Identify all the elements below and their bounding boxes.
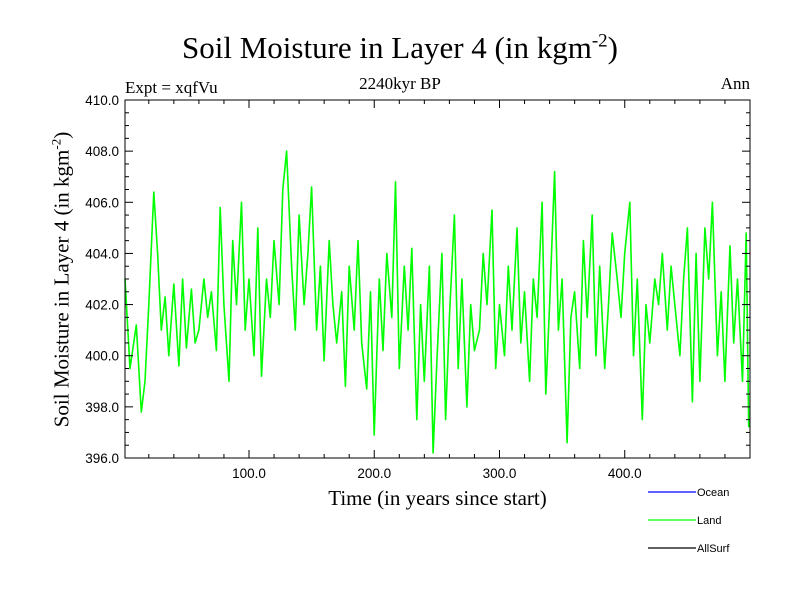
y-tick-label: 402.0 xyxy=(85,298,119,313)
x-tick-label: 200.0 xyxy=(357,466,391,481)
x-tick-label: 300.0 xyxy=(483,466,517,481)
x-tick-label: 100.0 xyxy=(232,466,266,481)
chart-title: Soil Moisture in Layer 4 (in kgm-2) xyxy=(182,30,618,65)
legend-label-ocean: Ocean xyxy=(697,487,729,499)
legend-label-allsurf: AllSurf xyxy=(697,543,730,555)
legend-label-land: Land xyxy=(697,515,721,527)
y-tick-label: 406.0 xyxy=(85,195,119,210)
experiment-label: Expt = xqfVu xyxy=(125,78,218,97)
y-tick-label: 400.0 xyxy=(85,349,119,364)
series-line-land xyxy=(124,150,750,454)
season-label: Ann xyxy=(720,74,750,93)
ticks-layer: 396.0 398.0 400.0 402.0 404.0 406.0 408.0 410.0… xyxy=(85,93,750,481)
y-tick-label: 396.0 xyxy=(85,451,119,466)
chart-subtitle: 2240kyr BP xyxy=(359,74,441,93)
y-tick-label: 398.0 xyxy=(85,400,119,415)
legend: Ocean Land AllSurf xyxy=(648,487,730,555)
x-axis-label: Time (in years since start) xyxy=(328,486,547,510)
plot-frame xyxy=(124,99,751,459)
series-layer xyxy=(124,150,750,454)
y-tick-label: 410.0 xyxy=(85,93,119,108)
x-tick-label: 400.0 xyxy=(608,466,642,481)
y-tick-label: 408.0 xyxy=(85,144,119,159)
y-tick-label: 404.0 xyxy=(85,246,119,261)
